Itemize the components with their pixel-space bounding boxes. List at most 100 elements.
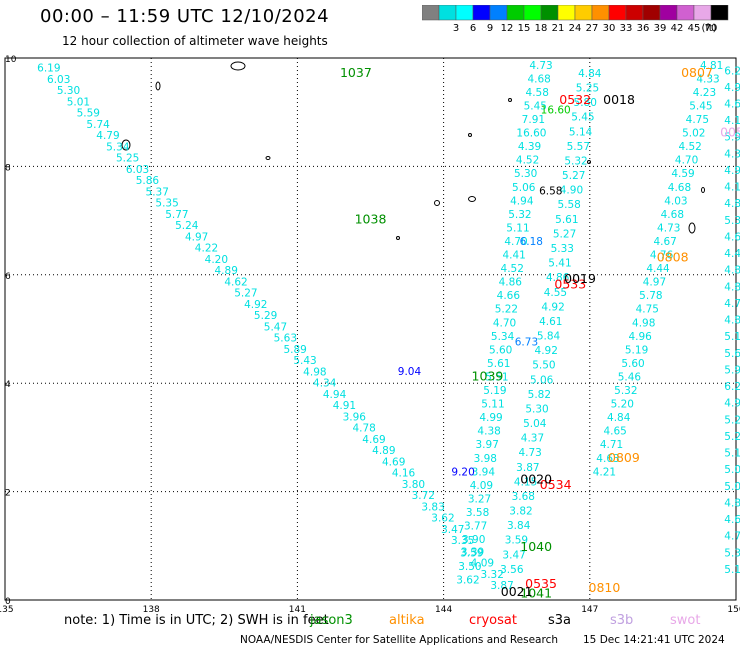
swh-value: 5.45	[689, 100, 712, 112]
swh-value: 4.68	[527, 73, 550, 85]
swh-value: 4.78	[352, 423, 375, 435]
legend-label: 33	[620, 23, 633, 34]
swh-highlight: 6.58	[539, 186, 562, 198]
swh-value: 4.92	[535, 345, 558, 357]
satellite-key-item: swot	[670, 613, 701, 628]
pass-time-label: 0807	[681, 65, 713, 80]
swh-value: 5.11	[481, 399, 504, 411]
swh-value: 4.68	[724, 514, 740, 526]
swh-value: 5.82	[528, 389, 551, 401]
swh-value: 4.63	[596, 453, 619, 465]
swh-value: 4.97	[643, 277, 666, 289]
swh-value: 5.41	[548, 258, 571, 270]
swh-value: 4.38	[477, 426, 500, 438]
swh-value: 4.33	[696, 73, 719, 85]
latitude-tick-label: 4	[5, 380, 11, 390]
swh-value: 4.65	[603, 426, 626, 438]
swh-value: 5.11	[506, 222, 529, 234]
swh-value: 3.83	[421, 501, 444, 513]
swh-value: 5.19	[625, 344, 648, 356]
swh-value: 5.27	[553, 228, 576, 240]
swh-value: 16.60	[516, 128, 546, 140]
swh-value: 3.47	[502, 549, 525, 561]
pass-time-label: 1039	[472, 368, 504, 383]
swh-value: 5.86	[136, 175, 160, 187]
swh-value: 6.03	[47, 74, 70, 86]
swh-value: 4.76	[650, 250, 674, 262]
satellite-key-item: altika	[389, 613, 425, 628]
swh-value: 4.96	[628, 331, 652, 343]
swh-value: 4.62	[224, 276, 247, 288]
swh-value: 4.03	[664, 195, 687, 207]
latitude-tick-label: 6	[5, 272, 11, 282]
swh-value: 5.27	[234, 288, 257, 300]
swh-value: 3.87	[490, 580, 513, 592]
island-outline	[468, 196, 476, 202]
swh-value: 4.69	[382, 456, 405, 468]
swh-value: 5.31	[724, 547, 740, 559]
swh-value: 4.71	[600, 439, 623, 451]
swh-value: 5.24	[175, 220, 199, 232]
swh-value: 4.67	[653, 236, 676, 248]
swh-value: 7.91	[522, 114, 545, 126]
swh-value: 4.98	[632, 317, 655, 329]
island-outline	[434, 200, 440, 206]
swh-value: 4.41	[502, 250, 525, 262]
island-outline	[587, 160, 591, 164]
swh-value: 4.77	[724, 531, 740, 543]
swh-value: 5.32	[614, 385, 637, 397]
swh-value: 5.80	[574, 97, 597, 109]
swh-value: 5.10	[724, 331, 740, 343]
swh-value: 4.73	[529, 60, 552, 72]
island-outline	[701, 187, 705, 193]
pass-time-label: 0020	[520, 471, 552, 486]
swh-value: 4.91	[333, 400, 356, 412]
swh-value: 3.68	[512, 491, 535, 503]
swh-value: 4.21	[593, 466, 616, 478]
swh-value: 5.77	[165, 209, 188, 221]
pass-time-label: 0534	[540, 477, 572, 492]
swh-value: 5.63	[274, 333, 297, 345]
swh-value: 3.62	[431, 513, 454, 525]
swh-value: 5.90	[724, 132, 740, 144]
swh-value: 4.94	[724, 398, 740, 410]
satellite-key-item: jason3	[310, 613, 353, 628]
swh-value: 5.22	[495, 304, 518, 316]
swh-value: 4.16	[392, 468, 416, 480]
swh-value: 5.30	[514, 168, 537, 180]
legend-label: 42	[671, 23, 684, 34]
swh-highlight: 6.18	[520, 236, 543, 248]
pass-time-label: 0018	[603, 92, 635, 107]
swh-value: 4.67	[724, 231, 740, 243]
color-scale-legend: 3 6 9 12 15 18 21 24 27 30 33 36 39 42 45 70(ft)	[422, 5, 729, 34]
legend-label: 30	[603, 23, 616, 34]
swh-value: 5.05	[724, 481, 740, 493]
legend-label: 45	[688, 23, 701, 34]
swh-value: 5.50	[532, 360, 555, 372]
swh-value: 4.90	[724, 82, 740, 94]
pass-time-label: 0810	[589, 580, 621, 595]
swh-highlight: 9.04	[398, 366, 422, 378]
swh-highlight: 6.73	[515, 336, 538, 348]
swh-value: 4.70	[675, 155, 698, 167]
swh-value: 4.89	[724, 198, 740, 210]
island-outline	[396, 236, 400, 240]
latitude-tick-label: 2	[5, 489, 11, 499]
longitude-tick-label: 150	[727, 605, 740, 615]
swh-value: 4.68	[661, 209, 684, 221]
swh-value: 4.23	[693, 87, 716, 99]
island-outline	[688, 222, 696, 234]
swh-value: 5.02	[682, 128, 705, 140]
swh-value: 5.89	[283, 344, 306, 356]
swh-value: 3.96	[343, 411, 367, 423]
island-outline	[508, 98, 512, 102]
legend-label: 12	[501, 23, 514, 34]
swh-value: 4.22	[195, 243, 218, 255]
footer-note: note: 1) Time is in UTC; 2) SWH is in fe…	[64, 613, 329, 628]
swh-value: 3.87	[516, 462, 539, 474]
swh-value: 5.58	[557, 199, 580, 211]
swh-value: 5.45	[571, 112, 594, 124]
credit-line: NOAA/NESDIS Center for Satellite Applica…	[240, 634, 558, 646]
pass-time-label: 1038	[355, 211, 387, 226]
